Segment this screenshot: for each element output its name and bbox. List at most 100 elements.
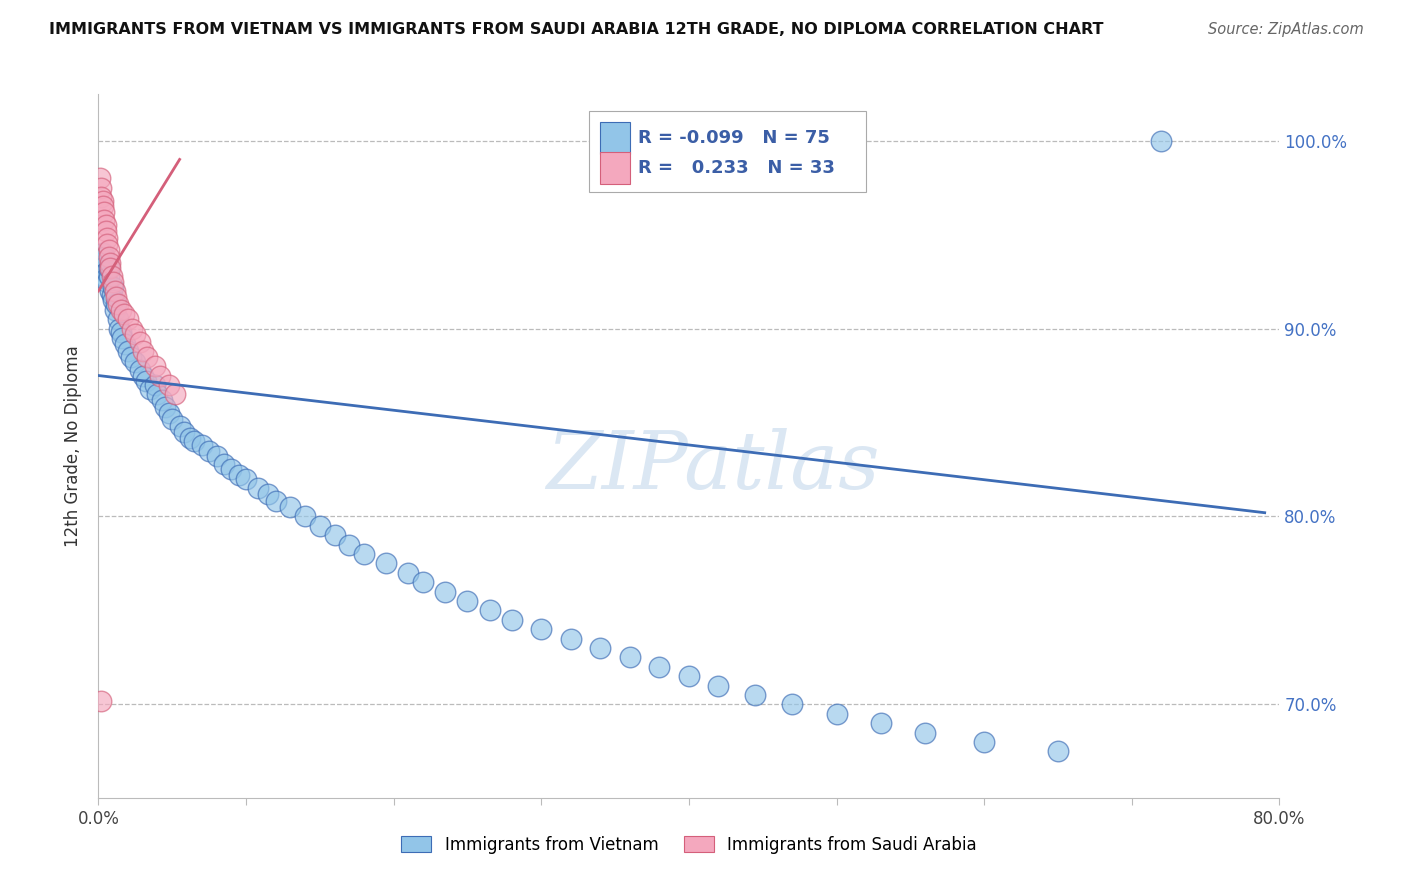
Point [191, 438, 214, 452]
Point [90, 190, 112, 204]
Point [100, 268, 122, 283]
Y-axis label: 12th Grade, No Diploma: 12th Grade, No Diploma [65, 345, 83, 547]
Point [108, 321, 131, 335]
Point [97, 243, 120, 257]
Point [309, 519, 332, 533]
FancyBboxPatch shape [589, 112, 866, 193]
Text: Source: ZipAtlas.com: Source: ZipAtlas.com [1208, 22, 1364, 37]
Point [914, 725, 936, 739]
Point [1150, 134, 1173, 148]
Point [146, 387, 169, 401]
Point [124, 355, 146, 369]
Point [135, 374, 157, 388]
Point [744, 688, 766, 702]
Point [112, 306, 135, 320]
Point [91, 246, 114, 260]
Point [589, 640, 612, 655]
Point [98, 284, 121, 298]
Point [97, 250, 120, 264]
Point [107, 297, 129, 311]
Point [825, 706, 848, 721]
Point [110, 302, 132, 317]
Point [353, 547, 375, 561]
Point [94, 224, 117, 238]
Point [264, 494, 287, 508]
Point [412, 575, 434, 590]
Point [128, 334, 150, 349]
Point [132, 344, 155, 359]
Point [97, 268, 120, 283]
Point [98, 261, 121, 276]
Point [120, 350, 142, 364]
Point [91, 194, 114, 208]
Point [501, 613, 523, 627]
Point [375, 557, 398, 571]
Point [228, 468, 250, 483]
Point [105, 297, 128, 311]
Point [93, 260, 115, 274]
Point [323, 528, 346, 542]
Point [398, 566, 420, 580]
Text: IMMIGRANTS FROM VIETNAM VS IMMIGRANTS FROM SAUDI ARABIA 12TH GRADE, NO DIPLOMA C: IMMIGRANTS FROM VIETNAM VS IMMIGRANTS FR… [49, 22, 1104, 37]
Point [89, 171, 111, 186]
Point [114, 336, 136, 351]
Point [103, 293, 125, 308]
Point [1046, 744, 1070, 758]
Point [93, 212, 115, 227]
Point [235, 472, 257, 486]
Point [110, 326, 132, 340]
Point [117, 312, 139, 326]
Point [97, 261, 120, 276]
Point [198, 443, 221, 458]
Point [150, 392, 173, 407]
Point [173, 425, 195, 439]
Point [94, 218, 117, 232]
Point [478, 603, 501, 617]
Point [132, 368, 155, 383]
Point [93, 205, 115, 219]
Point [183, 434, 205, 449]
Point [139, 382, 162, 396]
Point [280, 500, 302, 514]
Point [128, 363, 150, 377]
Point [94, 270, 117, 285]
Point [96, 237, 118, 252]
Point [165, 387, 187, 401]
Point [121, 321, 143, 335]
Point [149, 368, 172, 383]
Point [104, 284, 127, 298]
Legend: Immigrants from Vietnam, Immigrants from Saudi Arabia: Immigrants from Vietnam, Immigrants from… [395, 830, 983, 861]
Point [94, 265, 117, 279]
Bar [600, 122, 630, 154]
Bar [600, 152, 630, 184]
Point [707, 679, 730, 693]
Point [221, 462, 243, 476]
Text: R = -0.099   N = 75: R = -0.099 N = 75 [638, 129, 830, 147]
Point [111, 331, 134, 345]
Point [205, 450, 228, 464]
Point [153, 401, 176, 415]
Point [91, 199, 114, 213]
Point [169, 419, 191, 434]
Point [90, 256, 112, 270]
Point [143, 378, 166, 392]
Point [107, 312, 129, 326]
Point [257, 487, 280, 501]
Point [530, 622, 553, 636]
Point [212, 457, 235, 471]
Point [162, 411, 183, 425]
Point [105, 290, 128, 304]
Point [103, 280, 125, 294]
Point [619, 650, 641, 665]
Point [90, 180, 112, 194]
Point [179, 431, 201, 445]
Point [434, 584, 457, 599]
Point [294, 509, 316, 524]
Point [93, 250, 115, 264]
Text: ZIPatlas: ZIPatlas [546, 428, 879, 506]
Point [90, 693, 112, 707]
Point [648, 660, 671, 674]
Point [246, 481, 269, 495]
Point [136, 350, 159, 364]
Point [157, 378, 180, 392]
